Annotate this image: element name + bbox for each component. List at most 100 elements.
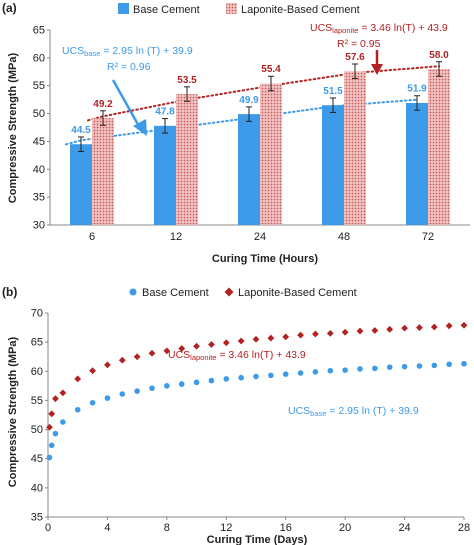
x-tick-label-b: 0 <box>45 522 51 534</box>
legend-a: Base Cement Laponite-Based Cement <box>118 3 360 16</box>
arrow-a-base-head <box>133 119 147 136</box>
x-tick-label-b: 24 <box>398 522 410 534</box>
point-base <box>386 364 393 371</box>
data-label-laponite: 58.0 <box>429 50 449 61</box>
equation-a-laponite-rest: = 3.46 ln(T) + 43.9 <box>358 22 447 34</box>
x-axis-label-a: Curing Time (Hours) <box>212 253 318 265</box>
y-tick-label-a: 60 <box>33 52 45 64</box>
y-tick-label-a: 30 <box>33 220 45 232</box>
point-base <box>208 377 215 384</box>
point-base <box>416 363 423 369</box>
y-tick-label-b: 40 <box>31 482 43 494</box>
axes-b: 35 40 45 50 55 60 65 70 0 4 8 12 16 20 24 28 <box>31 308 470 535</box>
x-tick-label-a: 72 <box>422 231 434 243</box>
point-base <box>431 362 438 369</box>
annotation-a-base: UCSbase = 2.95 ln (T) + 39.9 R² = 0.96 <box>62 45 193 136</box>
bar-base <box>154 125 176 225</box>
point-laponite <box>222 339 230 347</box>
x-tick-label-b: 12 <box>220 522 232 534</box>
trendline-laponite <box>87 65 440 122</box>
point-base <box>89 399 96 406</box>
point-laponite <box>282 333 290 341</box>
point-base <box>268 372 274 379</box>
data-label-laponite: 55.4 <box>261 64 281 75</box>
point-laponite <box>133 353 141 361</box>
x-tick-label-a: 24 <box>254 231 266 243</box>
point-laponite <box>416 324 423 331</box>
point-laponite <box>48 410 56 418</box>
point-base <box>401 363 408 370</box>
panel-a-label: (a) <box>2 1 17 15</box>
point-base <box>46 454 53 461</box>
legend-a-swatch-base <box>118 3 129 14</box>
point-laponite <box>52 395 59 403</box>
bar-laponite <box>176 94 198 225</box>
equation-b-laponite: UCSlaponite = 3.46 ln(T) + 43.9 <box>168 349 306 362</box>
x-tick-label-a: 6 <box>89 231 95 243</box>
point-laponite <box>460 321 468 329</box>
point-base <box>104 395 111 401</box>
y-tick-label-b: 70 <box>31 308 43 320</box>
y-axis-label-b: Compressive Strength (MPa) <box>7 336 19 487</box>
point-laponite <box>312 330 319 338</box>
equation-a-laponite: UCSlaponite = 3.46 ln(T) + 43.9 <box>310 22 448 35</box>
y-tick-label-b: 55 <box>31 395 43 407</box>
point-base <box>134 388 140 394</box>
y-tick-label-a: 45 <box>33 136 45 148</box>
point-laponite <box>401 324 408 332</box>
point-base <box>461 360 467 367</box>
arrow-a-laponite-head <box>371 64 383 75</box>
arrow-a-base <box>111 79 142 129</box>
equation-b-base-prefix: UCS <box>288 405 310 417</box>
point-base <box>238 374 244 381</box>
panel-b: (b) Base Cement Laponite-Based Cement Co… <box>2 285 470 545</box>
y-tick-label-b: 50 <box>31 424 43 436</box>
equation-b-laponite-prefix: UCS <box>168 349 190 361</box>
point-laponite <box>356 327 364 335</box>
panel-b-label: (b) <box>2 285 17 299</box>
annotation-a-laponite: UCSlaponite = 3.46 ln(T) + 43.9 R² = 0.9… <box>310 22 448 75</box>
point-base <box>193 379 200 386</box>
point-base <box>446 361 452 368</box>
point-base <box>282 371 289 378</box>
point-laponite <box>267 334 275 342</box>
point-base <box>119 391 126 397</box>
point-laponite <box>46 423 53 431</box>
legend-a-label-laponite: Laponite-Based Cement <box>241 4 360 16</box>
equation-a-base-sub: base <box>84 49 100 58</box>
legend-b: Base Cement Laponite-Based Cement <box>129 287 357 299</box>
point-laponite <box>163 347 171 355</box>
legend-b-marker-laponite <box>224 287 234 297</box>
point-base <box>74 406 81 413</box>
point-base <box>48 442 55 449</box>
bar-base <box>406 102 428 225</box>
data-label-laponite: 49.2 <box>93 99 113 110</box>
x-tick-label-a: 48 <box>338 231 350 243</box>
y-tick-label-a: 65 <box>33 25 45 37</box>
bar-laponite <box>92 118 114 225</box>
y-axis-label-a: Compressive Strength (MPa) <box>7 52 19 203</box>
y-tick-label-a: 40 <box>33 164 45 176</box>
equation-b-base-sub: base <box>310 409 326 418</box>
point-laponite <box>208 341 215 348</box>
x-tick-label-a: 12 <box>170 231 182 243</box>
equation-b-laponite-sub: laponite <box>190 353 216 362</box>
point-laponite <box>386 325 394 333</box>
point-laponite <box>74 375 82 383</box>
data-label-base: 49.9 <box>239 95 259 106</box>
point-base <box>357 366 363 372</box>
point-laponite <box>341 328 349 336</box>
x-tick-label-b: 28 <box>458 522 470 534</box>
equation-a-base-prefix: UCS <box>62 45 84 57</box>
point-base <box>164 383 170 389</box>
point-base <box>372 365 378 372</box>
equation-a-base: UCSbase = 2.95 ln (T) + 39.9 <box>62 45 193 58</box>
point-laponite <box>445 322 453 330</box>
x-tick-label-b: 8 <box>164 522 170 534</box>
y-tick-label-a: 55 <box>33 80 45 92</box>
point-laponite <box>89 367 96 375</box>
point-base <box>178 381 185 387</box>
data-label-laponite: 53.5 <box>177 75 197 86</box>
y-tick-label-b: 65 <box>31 337 43 349</box>
x-axis-label-b: Curing Time (Days) <box>207 534 308 545</box>
